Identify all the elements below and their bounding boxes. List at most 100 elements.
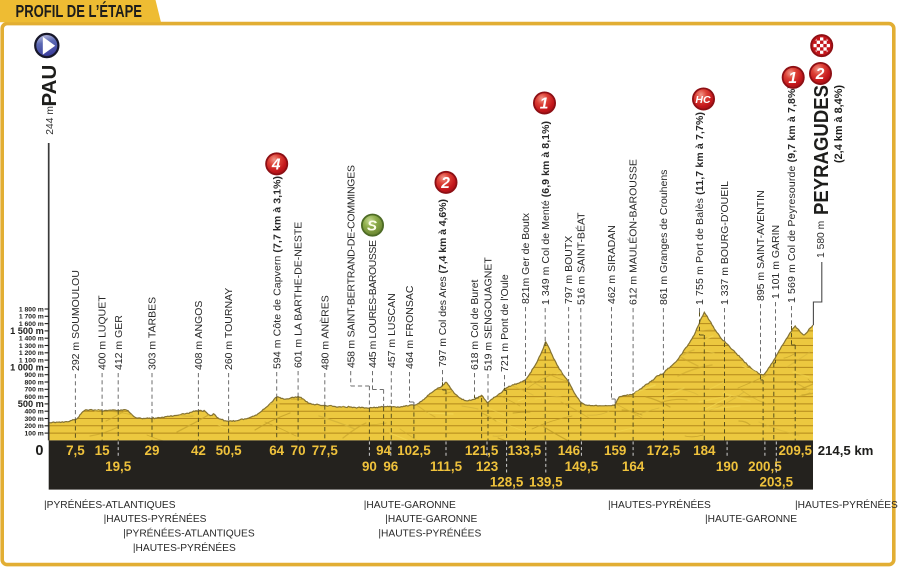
- svg-text:164: 164: [622, 459, 645, 474]
- svg-text:PROFIL DE L’ÉTAPE: PROFIL DE L’ÉTAPE: [16, 0, 143, 21]
- svg-text:PAU: PAU: [38, 65, 61, 107]
- svg-text:|HAUTE-GARONNE: |HAUTE-GARONNE: [364, 500, 456, 511]
- svg-text:800 m: 800 m: [25, 379, 44, 386]
- svg-text:1: 1: [788, 70, 797, 87]
- svg-text:1 700 m: 1 700 m: [19, 314, 44, 321]
- svg-text:600 m: 600 m: [25, 394, 44, 401]
- svg-text:123: 123: [476, 459, 498, 474]
- svg-text:42: 42: [191, 443, 206, 458]
- svg-text:4: 4: [271, 156, 281, 173]
- svg-text:190: 190: [716, 459, 738, 474]
- svg-text:464 m FRONSAC: 464 m FRONSAC: [404, 285, 416, 369]
- svg-text:102,5: 102,5: [397, 443, 431, 458]
- svg-text:303 m TARBES: 303 m TARBES: [147, 297, 159, 370]
- svg-text:594 m Côte de Capvern (7,7 km: 594 m Côte de Capvern (7,7 km à 3,1%): [271, 176, 283, 369]
- svg-text:90: 90: [362, 459, 377, 474]
- svg-text:721 m Pont de l'Oule: 721 m Pont de l'Oule: [499, 274, 511, 372]
- svg-text:200 m: 200 m: [25, 423, 44, 430]
- svg-text:77,5: 77,5: [312, 443, 339, 458]
- svg-text:1 800 m: 1 800 m: [19, 306, 44, 313]
- svg-text:1 000 m: 1 000 m: [10, 363, 44, 373]
- svg-text:|HAUTES-PYRÉNÉES: |HAUTES-PYRÉNÉES: [133, 541, 236, 554]
- svg-text:184: 184: [693, 443, 716, 458]
- svg-text:1 200 m: 1 200 m: [19, 350, 44, 357]
- svg-text:|HAUTE-GARONNE: |HAUTE-GARONNE: [705, 514, 797, 525]
- svg-text:70: 70: [291, 443, 306, 458]
- svg-text:292 m SOUMOULOU: 292 m SOUMOULOU: [70, 270, 82, 371]
- svg-text:PEYRAGUDES: PEYRAGUDES: [810, 85, 833, 215]
- svg-text:2: 2: [815, 66, 825, 83]
- svg-text:1 337 m BOURG-D'OUEIL: 1 337 m BOURG-D'OUEIL: [719, 181, 731, 305]
- svg-text:2: 2: [440, 175, 450, 192]
- svg-text:0: 0: [35, 443, 43, 459]
- svg-text:516 m SAINT-BÉAT: 516 m SAINT-BÉAT: [574, 212, 587, 305]
- svg-text:133,5: 133,5: [508, 443, 542, 458]
- svg-text:149,5: 149,5: [565, 459, 599, 474]
- svg-text:|PYRÉNÉES-ATLANTIQUES: |PYRÉNÉES-ATLANTIQUES: [44, 498, 176, 511]
- svg-text:861 m Granges de Crouhens: 861 m Granges de Crouhens: [658, 170, 670, 305]
- svg-text:260 m TOURNAY: 260 m TOURNAY: [223, 288, 235, 370]
- svg-text:128,5: 128,5: [490, 474, 524, 489]
- svg-text:146: 146: [558, 443, 580, 458]
- svg-text:1: 1: [540, 96, 549, 113]
- svg-text:|HAUTE-GARONNE: |HAUTE-GARONNE: [385, 514, 477, 525]
- svg-text:400 m LUQUET: 400 m LUQUET: [97, 295, 109, 370]
- svg-text:1 600 m: 1 600 m: [19, 321, 44, 328]
- svg-text:159: 159: [604, 443, 626, 458]
- svg-text:|HAUTES-PYRÉNÉES: |HAUTES-PYRÉNÉES: [795, 498, 898, 511]
- svg-text:462 m SIRADAN: 462 m SIRADAN: [606, 225, 618, 304]
- svg-text:50,5: 50,5: [216, 443, 243, 458]
- svg-text:1 349 m Col de Menté (6,9 km à: 1 349 m Col de Menté (6,9 km à 8,1%): [540, 121, 552, 305]
- svg-text:121,5: 121,5: [465, 443, 499, 458]
- svg-text:29: 29: [145, 443, 160, 458]
- svg-text:96: 96: [383, 459, 398, 474]
- svg-text:203,5: 203,5: [760, 474, 794, 489]
- svg-text:700 m: 700 m: [25, 387, 44, 394]
- svg-text:1 101 m GARIN: 1 101 m GARIN: [770, 225, 782, 299]
- svg-text:|HAUTES-PYRÉNÉES: |HAUTES-PYRÉNÉES: [104, 512, 207, 525]
- svg-text:HC: HC: [695, 94, 711, 106]
- svg-text:209,5: 209,5: [778, 443, 812, 458]
- svg-text:458 m SAINT-BERTRAND-DE-COMMIN: 458 m SAINT-BERTRAND-DE-COMMINGES: [345, 165, 357, 368]
- svg-text:500 m: 500 m: [18, 399, 44, 409]
- svg-text:408 m ANGOS: 408 m ANGOS: [193, 301, 205, 370]
- svg-text:1 500 m: 1 500 m: [10, 326, 44, 336]
- svg-text:821m Ger de Boutx: 821m Ger de Boutx: [520, 212, 532, 304]
- svg-text:111,5: 111,5: [430, 459, 463, 474]
- svg-text:895 m SAINT-AVENTIN: 895 m SAINT-AVENTIN: [755, 190, 767, 301]
- svg-text:797 m BOUTX: 797 m BOUTX: [563, 236, 575, 304]
- svg-text:(2,4 km à 8,4%): (2,4 km à 8,4%): [833, 85, 845, 163]
- svg-text:214,5 km: 214,5 km: [818, 443, 874, 458]
- svg-text:618 m Col de Buret: 618 m Col de Buret: [469, 279, 481, 370]
- svg-text:1 580 m: 1 580 m: [816, 221, 827, 258]
- svg-text:1 569 m Col de Peyresourde (9,: 1 569 m Col de Peyresourde (9,7 km à 7,8…: [786, 85, 798, 303]
- svg-text:|PYRÉNÉES-ATLANTIQUES: |PYRÉNÉES-ATLANTIQUES: [123, 527, 255, 540]
- svg-text:601 m LA BARTHE-DE-NESTE: 601 m LA BARTHE-DE-NESTE: [293, 222, 305, 368]
- svg-text:612 m MAULÉON-BAROUSSE: 612 m MAULÉON-BAROUSSE: [627, 159, 640, 305]
- svg-text:19,5: 19,5: [105, 459, 132, 474]
- svg-text:519 m SENGOUAGNET: 519 m SENGOUAGNET: [483, 257, 495, 371]
- svg-text:480 m ANÈRES: 480 m ANÈRES: [318, 295, 331, 370]
- svg-text:100 m: 100 m: [25, 430, 44, 437]
- svg-text:412 m GER: 412 m GER: [113, 315, 125, 370]
- svg-text:1 400 m: 1 400 m: [19, 336, 44, 343]
- svg-text:244 m: 244 m: [45, 106, 56, 135]
- svg-text:S: S: [367, 218, 377, 235]
- svg-text:457 m LUSCAN: 457 m LUSCAN: [386, 293, 398, 368]
- svg-text:200,5: 200,5: [748, 459, 782, 474]
- svg-text:1 755 m Port de Balès (11,7 km: 1 755 m Port de Balès (11,7 km à 7,7%): [694, 112, 706, 305]
- svg-text:7,5: 7,5: [66, 443, 85, 458]
- svg-text:172,5: 172,5: [647, 443, 681, 458]
- svg-text:300 m: 300 m: [25, 416, 44, 423]
- svg-text:445 m LOURES-BAROUSSE: 445 m LOURES-BAROUSSE: [367, 240, 379, 368]
- svg-text:1 100 m: 1 100 m: [19, 357, 44, 364]
- svg-text:797 m Col des Ares (7,4 km à 4: 797 m Col des Ares (7,4 km à 4,6%): [437, 199, 449, 367]
- svg-text:139,5: 139,5: [529, 474, 563, 489]
- svg-text:900 m: 900 m: [25, 372, 44, 379]
- svg-text:|HAUTES-PYRÉNÉES: |HAUTES-PYRÉNÉES: [378, 527, 481, 540]
- svg-text:|HAUTES-PYRÉNÉES: |HAUTES-PYRÉNÉES: [608, 498, 711, 511]
- svg-text:1 300 m: 1 300 m: [19, 343, 44, 350]
- svg-text:64: 64: [269, 443, 284, 458]
- svg-text:15: 15: [95, 443, 110, 458]
- svg-text:400 m: 400 m: [25, 409, 44, 416]
